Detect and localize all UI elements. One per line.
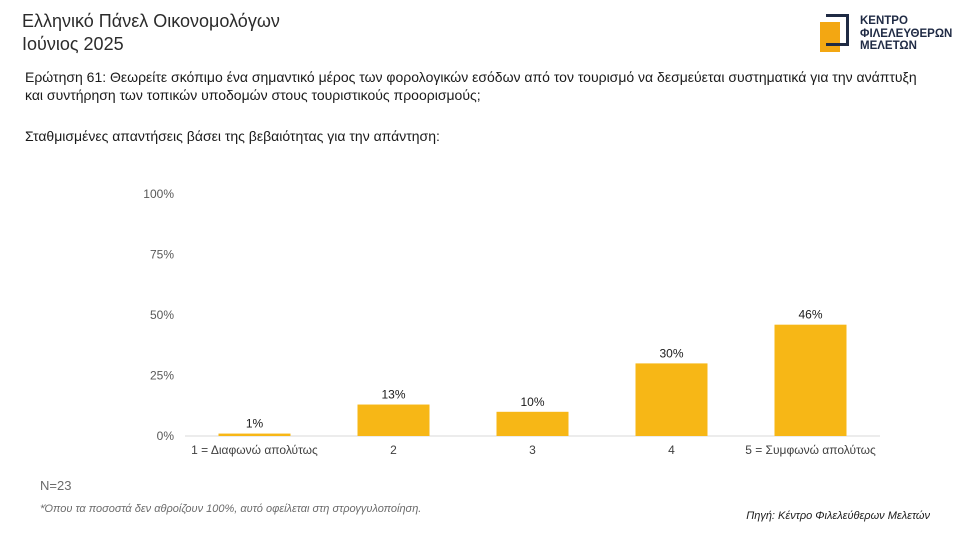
y-tick-label: 75% [150, 248, 174, 262]
source-note: Πηγή: Κέντρο Φιλελεύθερων Μελετών [746, 510, 930, 522]
logo-line-2: ΦΙΛΕΛΕΥΘΕΡΩΝ [860, 27, 953, 40]
x-tick-label: 1 = Διαφωνώ απολύτως [191, 443, 318, 457]
y-tick-label: 25% [150, 369, 174, 383]
question-text: Ερώτηση 61: Θεωρείτε σκόπιμο ένα σημαντι… [25, 69, 917, 103]
chart-subtitle: Σταθμισμένες απαντήσεις βάσει της βεβαιό… [25, 128, 440, 144]
data-label: 13% [381, 388, 405, 402]
sample-size: N=23 [40, 478, 72, 493]
x-tick-label: 4 [668, 443, 675, 457]
logo-line-3: ΜΕΛΕΤΩΝ [860, 40, 917, 52]
data-label: 30% [659, 346, 683, 360]
y-tick-label: 100% [143, 187, 174, 201]
bar [496, 411, 569, 436]
title-line-2: Ιούνιος 2025 [22, 34, 124, 54]
x-tick-label: 5 = Συμφωνώ απολύτως [745, 443, 876, 457]
bar [774, 324, 847, 436]
page-title: Ελληνικό Πάνελ Οικονομολόγων Ιούνιος 202… [22, 10, 280, 56]
logo-line-1: ΚΕΝΤΡΟ [860, 15, 908, 27]
logo-text: ΚΕΝΤΡΟ ΦΙΛΕΛΕΥΘΕΡΩΝ ΜΕΛΕΤΩΝ [860, 15, 952, 53]
y-tick-label: 50% [150, 308, 174, 322]
logo: ΚΕΝΤΡΟ ΦΙΛΕΛΕΥΘΕΡΩΝ ΜΕΛΕΤΩΝ [820, 14, 952, 60]
data-label: 10% [520, 395, 544, 409]
footnote: *Όπου τα ποσοστά δεν αθροίζουν 100%, αυτ… [40, 503, 422, 515]
data-label: 46% [798, 308, 822, 322]
bar [635, 363, 708, 436]
x-tick-label: 3 [529, 443, 536, 457]
data-label: 1% [246, 417, 264, 431]
bar [357, 404, 430, 436]
logo-frame-shape [826, 14, 849, 46]
y-tick-label: 0% [157, 429, 175, 443]
bar [218, 433, 291, 436]
x-tick-label: 2 [390, 443, 397, 457]
title-line-1: Ελληνικό Πάνελ Οικονομολόγων [22, 11, 280, 31]
